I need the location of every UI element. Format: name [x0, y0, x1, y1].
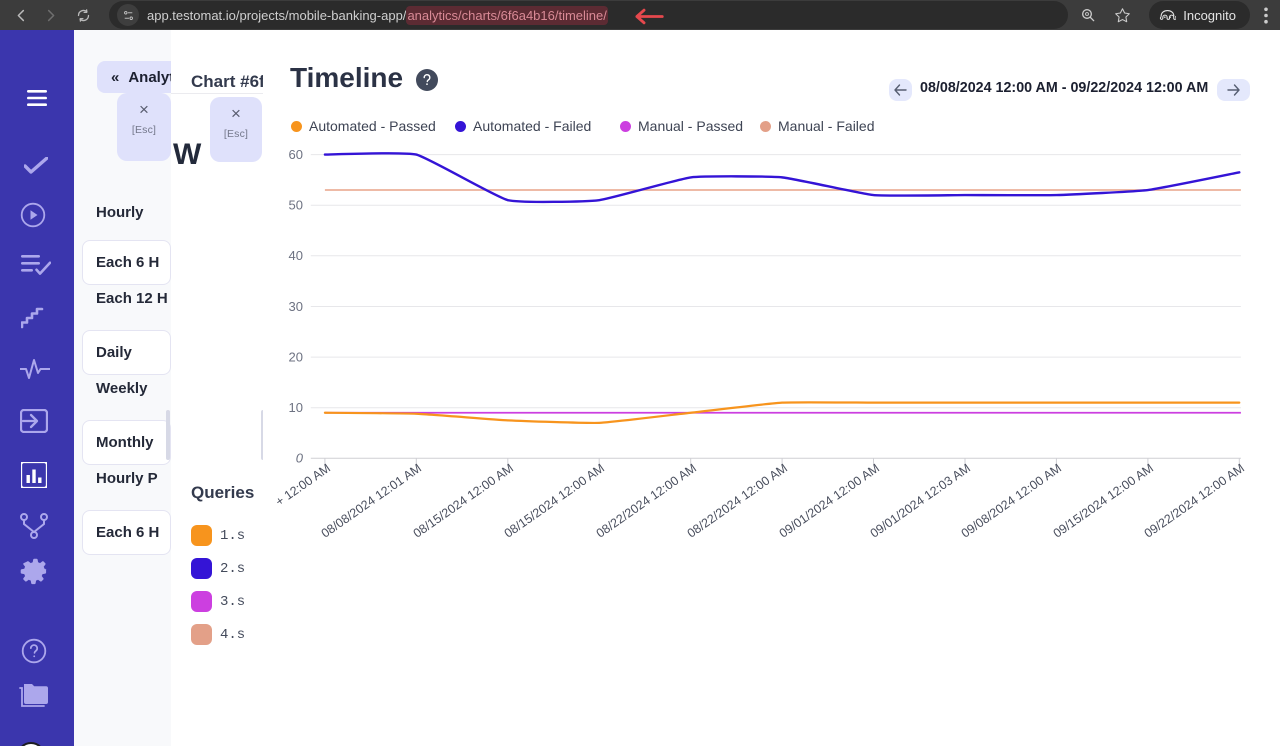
svg-text:50: 50 — [289, 198, 303, 213]
svg-text:0: 0 — [296, 451, 304, 466]
svg-text:30: 30 — [289, 299, 303, 314]
svg-text:40: 40 — [289, 248, 303, 263]
svg-text:20: 20 — [289, 350, 303, 365]
svg-text:10: 10 — [289, 400, 303, 415]
svg-text:60: 60 — [289, 147, 303, 162]
